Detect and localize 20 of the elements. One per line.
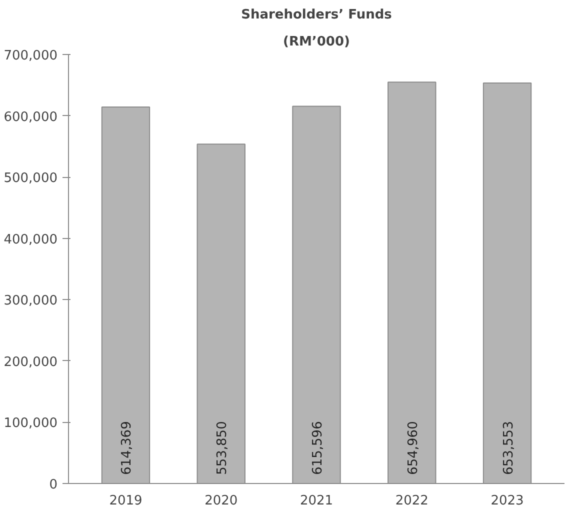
y-tick-label: 300,000 (4, 294, 58, 309)
y-tick-label: 100,000 (4, 416, 58, 432)
x-tick-label: 2019 (109, 494, 142, 507)
data-label: 553,850 (215, 421, 230, 475)
x-tick-label: 2020 (204, 494, 238, 507)
chart-title: Shareholders’ Funds (241, 8, 392, 22)
chart-subtitle: (RM’000) (283, 34, 350, 50)
x-tick-label: 2021 (300, 494, 334, 507)
y-tick-label: 500,000 (4, 171, 58, 186)
y-tick-label: 0 (49, 478, 58, 492)
data-label: 653,553 (501, 421, 516, 475)
y-tick-label: 400,000 (4, 232, 58, 248)
data-label: 615,596 (310, 421, 326, 475)
x-tick-label: 2022 (395, 494, 428, 507)
y-tick-label: 700,000 (4, 48, 58, 64)
y-tick-label: 200,000 (4, 354, 58, 370)
y-tick-label: 600,000 (4, 110, 58, 125)
x-tick-label: 2023 (490, 494, 524, 507)
data-label: 654,960 (406, 421, 421, 475)
data-label: 614,369 (120, 421, 135, 475)
